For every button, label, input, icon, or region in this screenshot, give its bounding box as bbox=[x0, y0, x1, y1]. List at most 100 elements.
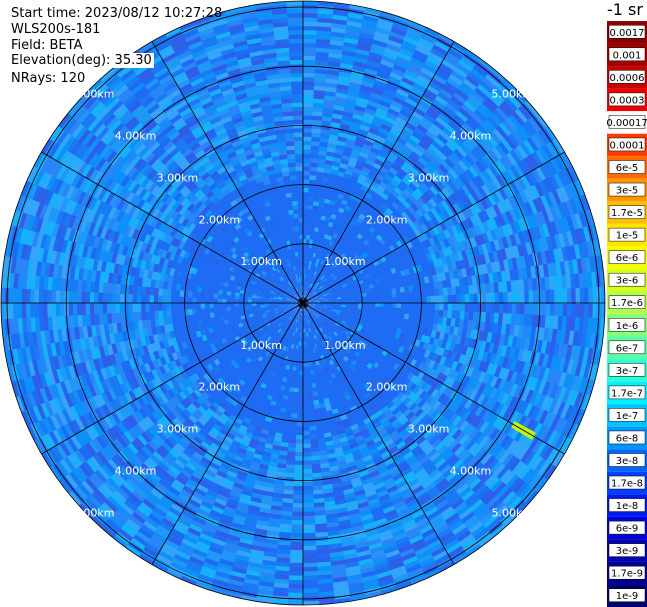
data-cell-936 bbox=[312, 269, 316, 276]
data-cell-795 bbox=[281, 280, 286, 285]
data-cell-244 bbox=[311, 304, 317, 307]
data-cell-941 bbox=[319, 273, 324, 279]
data-cell-276 bbox=[298, 310, 301, 316]
data-cell-609 bbox=[321, 312, 327, 317]
data-cell-957 bbox=[332, 297, 338, 300]
data-cell-939 bbox=[316, 272, 321, 278]
data-cell-976 bbox=[324, 328, 330, 334]
data-cell-1129 bbox=[265, 322, 271, 327]
data-cell-1117 bbox=[285, 337, 290, 344]
data-cell-897 bbox=[268, 306, 274, 309]
data-cell-298 bbox=[289, 303, 295, 305]
data-cell-124 bbox=[307, 303, 312, 306]
data-cell-423 bbox=[285, 299, 291, 302]
data-cell-1191 bbox=[337, 283, 343, 288]
data-cell-358 bbox=[311, 301, 317, 303]
data-cell-1070 bbox=[332, 283, 338, 288]
data-cell-1266 bbox=[257, 285, 264, 290]
data-cell-252 bbox=[309, 307, 314, 312]
data-cell-274 bbox=[299, 311, 302, 317]
data-cell-1073 bbox=[334, 288, 341, 293]
data-cell-441 bbox=[294, 286, 298, 292]
data-cell-816 bbox=[310, 274, 315, 280]
data-cell-1020 bbox=[264, 300, 269, 304]
data-cell-553 bbox=[285, 288, 291, 293]
data-cell-980 bbox=[318, 332, 323, 338]
data-cell-833 bbox=[326, 292, 332, 296]
data-cell-677 bbox=[286, 281, 291, 287]
data-cell-1144 bbox=[260, 291, 266, 296]
data-cell-827 bbox=[322, 283, 328, 289]
data-cell-805 bbox=[295, 273, 298, 279]
data-cell-916 bbox=[279, 275, 285, 281]
data-cell-1067 bbox=[329, 278, 335, 284]
data-cell-424 bbox=[285, 298, 291, 301]
data-cell-731 bbox=[323, 316, 329, 321]
data-cell-990 bbox=[300, 337, 304, 342]
data-cell-371 bbox=[313, 309, 318, 314]
data-cell-122 bbox=[307, 303, 313, 305]
data-cell-144 bbox=[304, 307, 306, 312]
data-cell-446 bbox=[299, 285, 302, 291]
data-cell-175 bbox=[294, 303, 299, 306]
data-cell-754 bbox=[295, 327, 298, 333]
data-cell-3269 bbox=[302, 417, 310, 423]
data-cell-402 bbox=[291, 312, 296, 318]
data-cell-658 bbox=[276, 304, 282, 306]
data-cell-968 bbox=[333, 316, 339, 321]
data-cell-268 bbox=[303, 311, 305, 317]
data-cell-757 bbox=[290, 326, 294, 332]
data-cell-911 bbox=[273, 282, 279, 287]
data-cell-2160 bbox=[379, 302, 385, 308]
data-cell-227 bbox=[306, 297, 311, 301]
data-cell-463 bbox=[311, 289, 315, 294]
data-cell-927 bbox=[297, 268, 300, 274]
data-cell-1280 bbox=[279, 260, 284, 267]
data-cell-513 bbox=[298, 319, 301, 325]
data-cell-327 bbox=[300, 289, 303, 295]
data-cell-727 bbox=[326, 312, 332, 316]
data-cell-1168 bbox=[298, 259, 302, 265]
data-cell-672 bbox=[281, 286, 287, 291]
data-cell-3359 bbox=[417, 296, 423, 304]
data-cell-2820 bbox=[200, 297, 206, 304]
data-cell-611 bbox=[320, 314, 325, 319]
data-cell-445 bbox=[298, 285, 301, 291]
data-cell-563 bbox=[295, 282, 298, 288]
data-cell-1222 bbox=[318, 341, 323, 348]
data-cell-782 bbox=[272, 298, 278, 301]
data-cell-680 bbox=[289, 279, 294, 285]
data-cell-528 bbox=[284, 312, 290, 316]
data-cell-204 bbox=[300, 294, 302, 299]
data-cell-876 bbox=[290, 330, 294, 337]
data-cell-2190 bbox=[298, 379, 304, 385]
data-cell-734 bbox=[321, 320, 326, 325]
data-cell-1196 bbox=[340, 293, 346, 298]
data-cell-161 bbox=[297, 306, 301, 311]
data-cell-462 bbox=[310, 288, 315, 294]
data-cell-1288 bbox=[297, 255, 301, 261]
data-cell-789 bbox=[275, 287, 281, 292]
data-cell-1252 bbox=[258, 318, 265, 323]
data-cell-228 bbox=[306, 297, 311, 301]
data-cell-794 bbox=[280, 281, 285, 286]
data-cell-963 bbox=[336, 308, 342, 312]
data-cell-1056 bbox=[313, 265, 318, 272]
data-cell-1018 bbox=[264, 304, 270, 308]
data-cell-1177 bbox=[316, 262, 321, 269]
data-cell-1281 bbox=[281, 259, 286, 266]
data-cell-564 bbox=[296, 281, 299, 287]
data-cell-1231 bbox=[297, 345, 301, 351]
data-cell-761 bbox=[285, 323, 290, 329]
data-cell-670 bbox=[280, 288, 286, 293]
data-cell-594 bbox=[319, 296, 325, 299]
data-cell-772 bbox=[274, 312, 280, 316]
data-cell-838 bbox=[328, 299, 334, 302]
data-cell-914 bbox=[277, 278, 282, 284]
data-cell-994 bbox=[292, 335, 296, 342]
data-cell-1108 bbox=[304, 341, 308, 347]
data-cell-699 bbox=[312, 279, 317, 285]
data-cell-577 bbox=[309, 282, 312, 288]
data-cell-1115 bbox=[289, 339, 294, 345]
data-cell-1160 bbox=[281, 264, 286, 270]
